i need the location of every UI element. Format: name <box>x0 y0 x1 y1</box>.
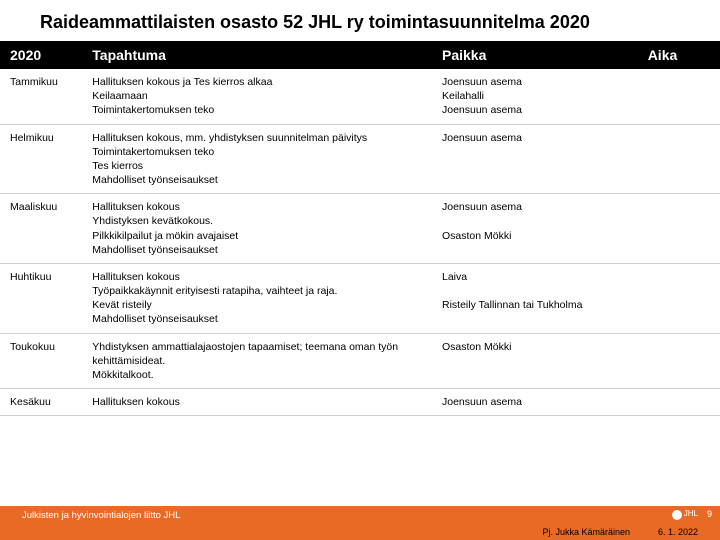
schedule-table: 2020 Tapahtuma Paikka Aika TammikuuHalli… <box>0 41 720 416</box>
cell-event: Hallituksen kokous Työpaikkakäynnit erit… <box>82 263 432 333</box>
cell-month: Huhtikuu <box>0 263 82 333</box>
page-title: Raideammattilaisten osasto 52 JHL ry toi… <box>0 0 720 41</box>
table-row: ToukokuuYhdistyksen ammattialajaostojen … <box>0 333 720 389</box>
footer-page-number: 9 <box>707 509 712 519</box>
cell-time <box>638 124 720 194</box>
footer-date-text: 6. 1. 2022 <box>658 527 698 537</box>
table-header-row: 2020 Tapahtuma Paikka Aika <box>0 41 720 69</box>
cell-time <box>638 333 720 389</box>
table-row: HuhtikuuHallituksen kokous Työpaikkakäyn… <box>0 263 720 333</box>
cell-month: Kesäkuu <box>0 389 82 416</box>
cell-time <box>638 69 720 124</box>
footer-author-text: Pj. Jukka Kämäräinen <box>542 527 630 537</box>
table-body: TammikuuHallituksen kokous ja Tes kierro… <box>0 69 720 416</box>
cell-place: Joensuun asema <box>432 389 638 416</box>
footer-org-text: Julkisten ja hyvinvointialojen liitto JH… <box>22 510 180 521</box>
table-row: MaaliskuuHallituksen kokous Yhdistyksen … <box>0 194 720 264</box>
cell-month: Maaliskuu <box>0 194 82 264</box>
cell-place: Laiva Risteily Tallinnan tai Tukholma <box>432 263 638 333</box>
cell-month: Helmikuu <box>0 124 82 194</box>
cell-place: Osaston Mökki <box>432 333 638 389</box>
cell-place: Joensuun asema <box>432 124 638 194</box>
cell-event: Hallituksen kokous Yhdistyksen kevätkoko… <box>82 194 432 264</box>
cell-place: Joensuun asema Osaston Mökki <box>432 194 638 264</box>
table-row: HelmikuuHallituksen kokous, mm. yhdistyk… <box>0 124 720 194</box>
table-row: TammikuuHallituksen kokous ja Tes kierro… <box>0 69 720 124</box>
cell-event: Hallituksen kokous <box>82 389 432 416</box>
cell-event: Yhdistyksen ammattialajaostojen tapaamis… <box>82 333 432 389</box>
footer-jhl-text: JHL <box>684 509 698 518</box>
table-row: KesäkuuHallituksen kokousJoensuun asema <box>0 389 720 416</box>
cell-place: Joensuun asema Keilahalli Joensuun asema <box>432 69 638 124</box>
cell-month: Toukokuu <box>0 333 82 389</box>
cell-month: Tammikuu <box>0 69 82 124</box>
cell-time <box>638 194 720 264</box>
header-month: 2020 <box>0 41 82 69</box>
footer-dot-icon <box>672 510 682 520</box>
header-time: Aika <box>638 41 720 69</box>
footer-bar: Julkisten ja hyvinvointialojen liitto JH… <box>0 506 720 540</box>
cell-event: Hallituksen kokous, mm. yhdistyksen suun… <box>82 124 432 194</box>
cell-time <box>638 389 720 416</box>
cell-time <box>638 263 720 333</box>
header-event: Tapahtuma <box>82 41 432 69</box>
cell-event: Hallituksen kokous ja Tes kierros alkaa … <box>82 69 432 124</box>
header-place: Paikka <box>432 41 638 69</box>
